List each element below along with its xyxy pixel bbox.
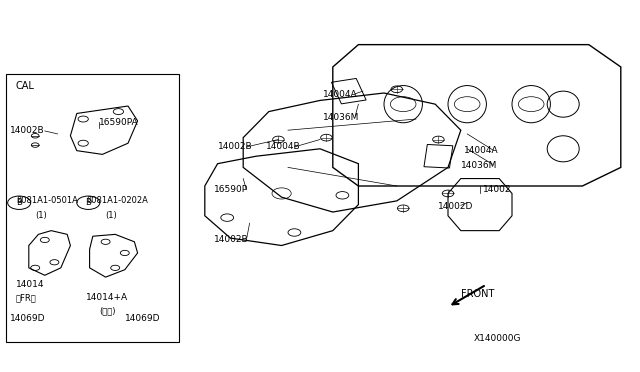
Text: FRONT: FRONT	[461, 289, 494, 299]
Text: CAL: CAL	[16, 81, 35, 90]
Text: 16590P: 16590P	[214, 185, 248, 194]
Text: ß081A1-0202A: ß081A1-0202A	[86, 196, 148, 205]
Text: （FR）: （FR）	[16, 293, 36, 302]
Text: 14014: 14014	[16, 280, 45, 289]
Text: B: B	[16, 198, 22, 207]
Text: 14069D: 14069D	[10, 314, 45, 323]
Bar	[332, 78, 366, 104]
Text: B: B	[85, 198, 92, 207]
Text: ß081A1-0501A: ß081A1-0501A	[16, 196, 78, 205]
Text: 14002: 14002	[483, 185, 512, 194]
Text: (1): (1)	[106, 211, 117, 220]
Text: (1): (1)	[35, 211, 47, 220]
Text: 14014+A: 14014+A	[86, 293, 129, 302]
Bar	[424, 144, 453, 168]
Text: 14002B: 14002B	[10, 126, 44, 135]
Text: 14036M: 14036M	[461, 161, 497, 170]
Text: 14036M: 14036M	[323, 113, 360, 122]
Text: 14002B: 14002B	[214, 235, 249, 244]
Text: 14069D: 14069D	[125, 314, 160, 323]
Text: (。。): (。。)	[99, 306, 116, 315]
Text: 16590PA: 16590PA	[99, 118, 139, 127]
Bar	[6, 74, 179, 342]
Text: 14002B: 14002B	[218, 142, 252, 151]
Text: 14004A: 14004A	[464, 146, 499, 155]
Text: 14004B: 14004B	[266, 142, 300, 151]
Text: 14004A: 14004A	[323, 90, 358, 99]
Text: 14002D: 14002D	[438, 202, 474, 211]
Text: X140000G: X140000G	[474, 334, 521, 343]
